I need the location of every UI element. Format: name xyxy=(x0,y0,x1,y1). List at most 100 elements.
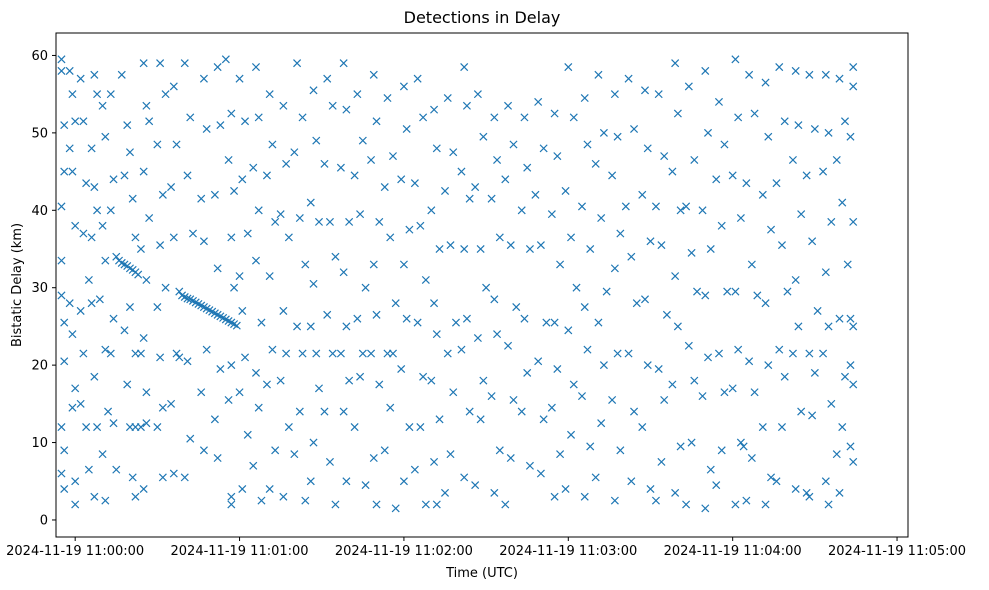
data-point xyxy=(413,74,422,83)
data-point xyxy=(254,113,263,122)
data-point xyxy=(772,477,781,486)
data-point xyxy=(227,233,236,242)
data-point xyxy=(602,287,611,296)
data-point xyxy=(506,454,515,463)
data-point xyxy=(142,419,151,428)
data-point xyxy=(235,74,244,83)
data-point xyxy=(87,233,96,242)
data-point xyxy=(249,163,258,172)
data-point xyxy=(276,376,285,385)
data-point xyxy=(838,198,847,207)
x-tick-label: 2024-11-19 11:02:00 xyxy=(335,544,473,559)
data-point xyxy=(706,244,715,254)
data-point xyxy=(57,291,66,300)
data-point xyxy=(849,217,858,226)
data-point xyxy=(199,237,208,246)
data-point xyxy=(693,287,702,296)
data-point xyxy=(109,419,118,428)
data-point xyxy=(161,283,170,292)
data-point xyxy=(849,63,858,72)
data-point xyxy=(706,465,715,474)
data-point xyxy=(251,368,261,377)
data-point xyxy=(369,260,378,269)
data-point xyxy=(101,132,110,141)
data-point xyxy=(517,407,526,416)
plot-frame xyxy=(55,32,909,538)
data-point xyxy=(490,488,499,497)
data-point xyxy=(597,419,606,428)
data-point xyxy=(216,121,225,130)
data-point xyxy=(156,59,165,68)
data-point xyxy=(632,299,641,308)
data-point xyxy=(158,473,167,482)
data-point xyxy=(772,179,781,188)
data-point xyxy=(109,314,118,323)
data-point xyxy=(460,473,469,482)
data-point xyxy=(753,291,762,300)
data-point xyxy=(482,283,491,292)
data-point xyxy=(657,241,666,250)
data-point xyxy=(561,186,570,195)
data-point xyxy=(142,101,151,110)
data-point xyxy=(197,194,206,203)
y-tick-label: 50 xyxy=(31,126,48,141)
data-point xyxy=(791,66,800,75)
data-point xyxy=(534,97,543,106)
data-point xyxy=(90,183,99,192)
data-point xyxy=(57,469,66,478)
data-point xyxy=(309,86,318,95)
data-point xyxy=(290,450,299,459)
data-point xyxy=(323,74,332,83)
data-point xyxy=(465,194,474,203)
data-point xyxy=(684,82,693,91)
data-point xyxy=(284,233,293,242)
data-point xyxy=(432,330,441,339)
data-point xyxy=(139,167,148,176)
data-point xyxy=(723,287,732,296)
data-point xyxy=(819,349,828,358)
data-point xyxy=(703,128,713,137)
data-point xyxy=(112,465,121,474)
data-point xyxy=(238,306,247,315)
data-point xyxy=(235,272,244,281)
data-point xyxy=(238,175,247,184)
y-axis: 0 10 20 30 40 50 60 xyxy=(31,49,56,528)
data-point xyxy=(71,384,80,393)
data-point xyxy=(446,450,455,459)
data-point xyxy=(136,244,145,254)
data-point xyxy=(731,500,740,509)
data-point xyxy=(158,403,167,412)
data-point xyxy=(797,407,806,416)
data-point xyxy=(577,392,587,401)
data-point xyxy=(372,117,381,126)
data-point xyxy=(106,90,115,99)
data-point xyxy=(646,484,655,494)
data-point xyxy=(630,124,639,134)
data-point xyxy=(687,438,696,447)
data-point xyxy=(369,454,378,463)
data-point xyxy=(224,395,233,404)
data-point xyxy=(682,202,691,211)
data-point xyxy=(462,314,471,323)
x-tick-label: 2024-11-19 11:03:00 xyxy=(499,544,637,559)
data-point xyxy=(640,295,650,304)
data-point xyxy=(71,500,80,509)
data-point xyxy=(230,283,239,292)
data-point xyxy=(380,183,389,192)
data-point xyxy=(369,70,378,79)
data-point xyxy=(295,214,304,223)
data-point xyxy=(758,423,767,432)
data-point xyxy=(156,241,165,250)
data-point xyxy=(714,97,723,106)
data-point xyxy=(241,117,250,126)
data-point xyxy=(87,299,96,308)
data-point xyxy=(293,322,302,331)
data-point xyxy=(720,388,729,397)
data-point xyxy=(802,171,811,180)
data-point xyxy=(479,132,488,141)
data-point xyxy=(668,167,677,176)
y-tick-label: 0 xyxy=(40,513,48,528)
data-point xyxy=(701,66,710,75)
data-point xyxy=(473,90,482,99)
